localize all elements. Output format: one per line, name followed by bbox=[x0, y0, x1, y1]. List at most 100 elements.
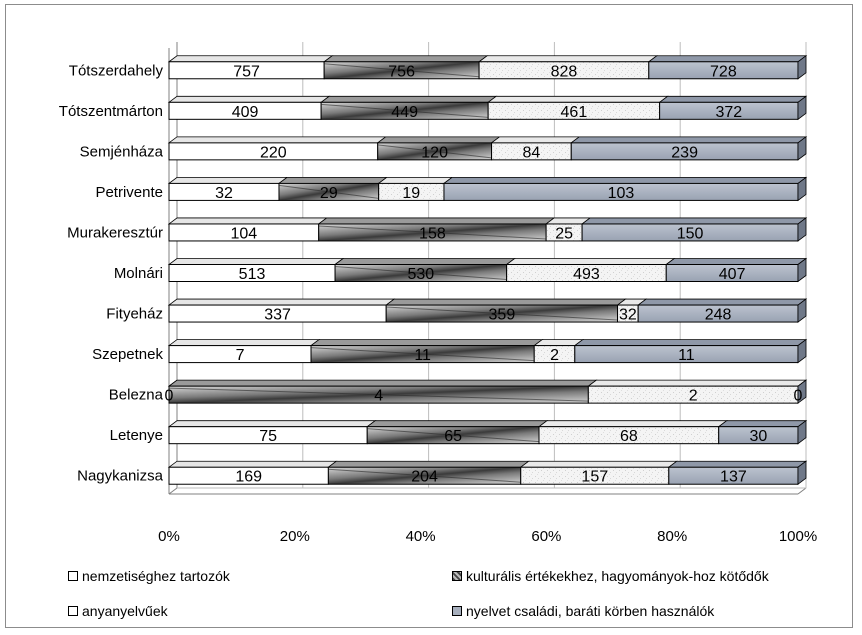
value-label: 493 bbox=[573, 266, 600, 283]
value-label: 248 bbox=[705, 307, 732, 324]
value-label: 11 bbox=[678, 347, 695, 364]
bar-segment-hatch bbox=[311, 347, 535, 362]
bar-segment-hatch bbox=[324, 63, 480, 78]
bar-segment-top bbox=[647, 55, 808, 63]
bar-segment-top bbox=[377, 177, 454, 184]
category-label: Petrivente bbox=[95, 184, 163, 201]
value-label: 120 bbox=[421, 144, 448, 161]
bar-segment-top bbox=[570, 136, 808, 144]
legend-swatch bbox=[68, 606, 78, 616]
bar-segment-top bbox=[573, 339, 808, 346]
bar-segment-top bbox=[376, 136, 501, 144]
value-label: 530 bbox=[408, 266, 435, 283]
legend-label: kulturális értékekhez, hagyományok-hoz k… bbox=[466, 568, 769, 584]
bar-segment-top bbox=[167, 258, 345, 265]
category-label: Szepetnek bbox=[92, 346, 163, 363]
value-label: 337 bbox=[264, 307, 291, 324]
bar-segment-top bbox=[167, 217, 328, 225]
value-label: 157 bbox=[581, 469, 608, 486]
value-label: 372 bbox=[715, 104, 742, 121]
bar-segment-top bbox=[636, 298, 808, 306]
bar-segment-top bbox=[658, 95, 808, 103]
bar-segment-top bbox=[486, 95, 669, 103]
category-label: Semjénháza bbox=[80, 143, 164, 160]
value-label: 756 bbox=[388, 63, 415, 80]
bar-segment-top bbox=[317, 217, 556, 225]
value-label: 409 bbox=[232, 104, 259, 121]
bar-end-cap bbox=[797, 54, 807, 80]
bar-end-cap bbox=[797, 298, 807, 323]
bar-end-cap bbox=[797, 176, 807, 202]
value-label: 0 bbox=[165, 388, 174, 405]
value-label: 0 bbox=[794, 388, 803, 405]
category-label: Nagykanizsa bbox=[77, 468, 164, 485]
value-label: 25 bbox=[555, 225, 573, 242]
bar-segment-hatch bbox=[318, 225, 547, 240]
legend-label: nemzetiséghez tartozók bbox=[82, 568, 230, 584]
value-label: 828 bbox=[551, 63, 578, 80]
bar-segment-top bbox=[167, 136, 387, 144]
value-label: 461 bbox=[561, 104, 588, 121]
value-label: 104 bbox=[230, 225, 257, 242]
legend-swatch bbox=[452, 606, 462, 616]
bar-segment-top bbox=[384, 298, 627, 306]
bar-segment-top bbox=[587, 379, 808, 387]
bar-segment-hatch bbox=[321, 103, 489, 118]
bar-segment-top bbox=[490, 136, 581, 144]
category-label: Fityeház bbox=[106, 306, 163, 323]
value-label: 11 bbox=[414, 347, 431, 364]
bar-segment-top bbox=[580, 217, 808, 225]
bar-end-cap bbox=[797, 460, 807, 486]
bar-end-cap bbox=[797, 338, 807, 364]
value-label: 32 bbox=[215, 185, 233, 202]
x-tick-label: 100% bbox=[779, 528, 817, 545]
value-label: 158 bbox=[419, 225, 446, 242]
value-label: 84 bbox=[523, 144, 541, 161]
legend-swatch bbox=[452, 571, 462, 581]
value-label: 220 bbox=[260, 144, 287, 161]
value-label: 75 bbox=[259, 428, 277, 445]
value-label: 7 bbox=[236, 347, 245, 364]
category-label: Molnári bbox=[114, 265, 163, 282]
bar-end-cap bbox=[797, 136, 807, 161]
x-tick-label: 0% bbox=[158, 528, 180, 545]
floor-edge bbox=[168, 487, 178, 495]
x-tick-label: 20% bbox=[280, 528, 310, 545]
bar-segment-top bbox=[167, 339, 321, 346]
x-tick-label: 40% bbox=[406, 528, 436, 545]
bar-segment-hatch bbox=[367, 428, 540, 443]
value-label: 513 bbox=[239, 266, 266, 283]
bar-end-cap bbox=[797, 379, 807, 404]
bar-end-cap bbox=[797, 257, 807, 283]
value-label: 2 bbox=[689, 388, 698, 405]
value-label: 150 bbox=[677, 225, 704, 242]
category-label: Tótszentmárton bbox=[59, 103, 163, 120]
value-label: 407 bbox=[719, 266, 746, 283]
bar-segment-top bbox=[322, 55, 489, 63]
category-label: Tótszerdahely bbox=[69, 62, 164, 79]
value-label: 137 bbox=[720, 469, 747, 486]
bar-segment-top bbox=[333, 258, 516, 265]
bar-end-cap bbox=[797, 95, 807, 121]
x-tick-label: 60% bbox=[531, 528, 561, 545]
bar-segment-top bbox=[309, 339, 544, 346]
bar-segment-hatch bbox=[168, 387, 589, 402]
legend-item-3: nyelvet családi, baráti körben használók bbox=[452, 603, 714, 619]
value-label: 204 bbox=[411, 469, 438, 486]
value-label: 65 bbox=[444, 428, 462, 445]
bar-segment-top bbox=[167, 95, 331, 103]
value-label: 449 bbox=[391, 104, 418, 121]
bar-segment-hatch bbox=[278, 184, 379, 199]
category-label: Letenye bbox=[110, 427, 163, 444]
legend-label: nyelvet családi, baráti körben használók bbox=[466, 603, 715, 619]
legend-item-2: anyanyelvűek bbox=[68, 603, 168, 619]
bar-segment-top bbox=[665, 258, 808, 265]
bar-segment-top bbox=[167, 55, 334, 63]
bar-segment-hatch bbox=[386, 306, 618, 321]
value-label: 103 bbox=[608, 185, 635, 202]
bar-segment-top bbox=[319, 95, 498, 103]
bar-segment-top bbox=[167, 177, 289, 184]
category-label: Murakeresztúr bbox=[67, 224, 163, 241]
bar-segment-top bbox=[277, 177, 388, 184]
